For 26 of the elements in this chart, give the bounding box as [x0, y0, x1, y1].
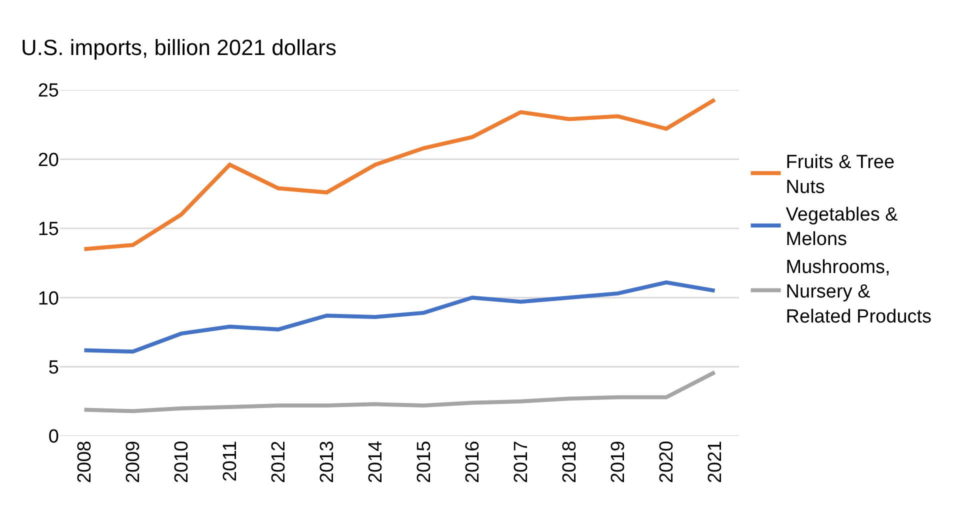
- x-tick-label: 2008: [74, 440, 96, 484]
- x-tick-label: 2020: [656, 440, 678, 484]
- y-tick-label: 10: [38, 288, 59, 310]
- x-tick-label: 2011: [220, 440, 241, 482]
- y-tick-label: 20: [38, 150, 59, 171]
- x-tick-label: 2015: [414, 440, 435, 484]
- x-tick-label: 2019: [608, 440, 629, 484]
- y-axis-title: U.S. imports, billion 2021 dollars: [21, 35, 336, 60]
- x-tick-label: 2009: [122, 440, 144, 484]
- x-tick-label: 2016: [462, 440, 484, 484]
- x-tick-label: 2013: [316, 440, 338, 484]
- legend-label: Mushrooms, Nursery & Related Products: [786, 256, 932, 328]
- y-tick-label: 5: [48, 357, 59, 378]
- line-series: [82, 98, 717, 252]
- x-tick-label: 2021: [704, 440, 726, 484]
- y-tick-label: 15: [38, 219, 59, 240]
- line-series: [82, 280, 717, 354]
- x-tick-label: 2010: [171, 440, 192, 484]
- x-tick-label: 2014: [365, 440, 386, 484]
- x-tick-label: 2017: [510, 440, 532, 484]
- legend-label: Fruits & Tree Nuts: [786, 152, 895, 198]
- y-tick-label: 25: [38, 80, 59, 102]
- x-tick-label: 2012: [268, 440, 290, 484]
- line-series: [82, 370, 717, 414]
- x-tick-label: 2018: [559, 440, 580, 484]
- y-tick-label: 0: [48, 426, 59, 448]
